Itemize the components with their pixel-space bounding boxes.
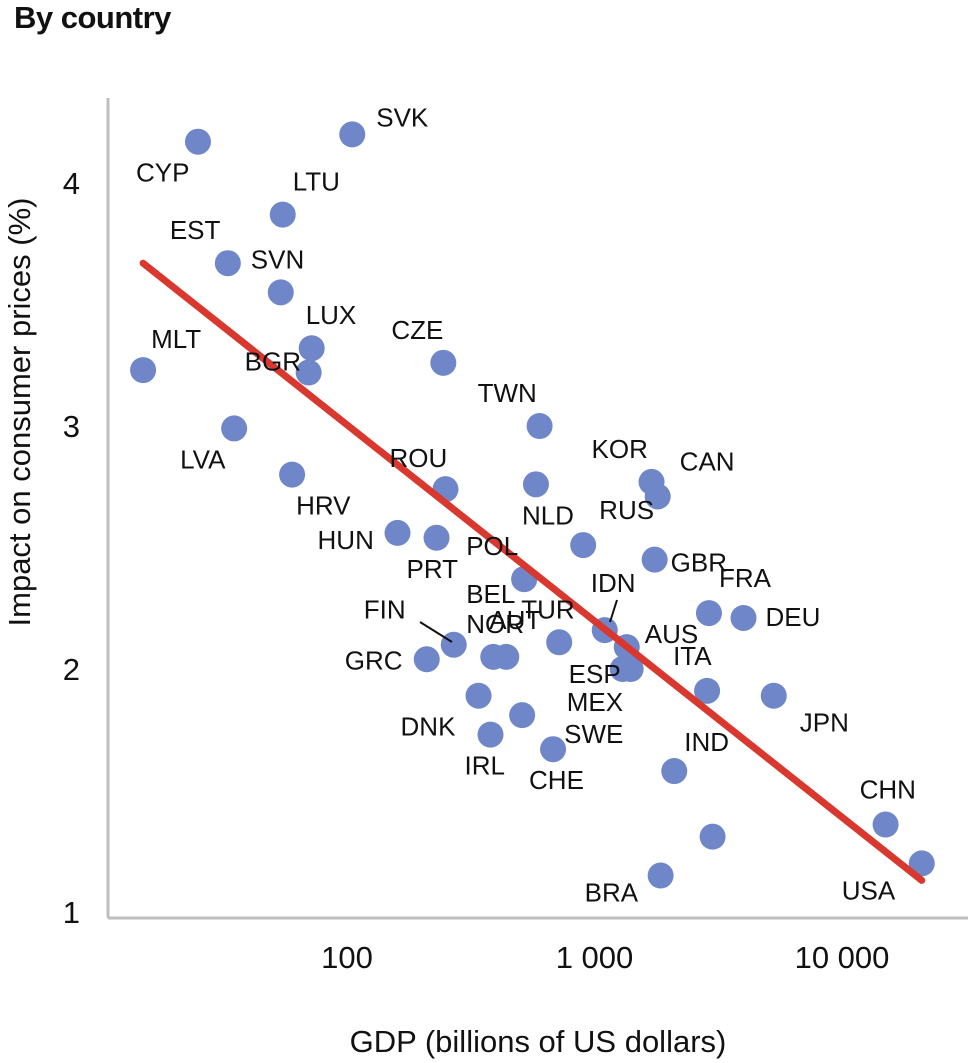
data-point-deu [730,604,757,631]
point-label-prt: PRT [407,554,459,584]
data-point-svk [339,121,366,148]
data-point-prt [423,524,450,551]
point-label-fra: FRA [719,563,772,593]
x-ticks: 100 1 000 10 000 [321,940,889,975]
data-point-chn [872,811,899,838]
point-label-dnk: DNK [401,712,457,742]
point-label-bgr: BGR [245,347,301,377]
data-point-mlt [130,357,157,384]
data-point-est [214,250,241,277]
data-point-ltu [269,201,296,228]
point-label-deu: DEU [766,602,821,632]
point-label-jpn: JPN [800,708,849,738]
data-point-lva [221,415,248,442]
point-label-irl: IRL [464,751,504,781]
point-label-tur: TUR [521,594,574,624]
x-tick-label-10000: 10 000 [795,940,890,975]
data-point-hrv [279,461,306,488]
point-label-lva: LVA [180,444,226,474]
data-point-bgr [295,359,322,386]
x-axis-label: GDP (billions of US dollars) [350,1024,727,1059]
data-point-hun [384,519,411,546]
y-tick-label-1: 1 [63,895,80,930]
chart-title: By country [14,0,171,35]
point-label-nld: NLD [522,500,574,530]
point-label-chn: CHN [860,775,916,805]
point-label-idn: IDN [591,568,636,598]
data-point-jpn [760,682,787,709]
point-label-rus: RUS [599,495,654,525]
data-point-cyp [184,128,211,155]
data-point-bra [647,862,674,889]
point-label-ita: ITA [673,641,712,671]
y-tick-label-3: 3 [63,409,80,444]
y-ticks: 1 2 3 4 [63,166,80,930]
point-label-kor: KOR [592,434,648,464]
data-point-grc [413,646,440,673]
data-point-can [644,483,671,510]
point-label-hun: HUN [318,525,374,555]
data-point-gbr [641,546,668,573]
data-point-twn [526,413,553,439]
y-tick-label-2: 2 [63,652,80,687]
point-label-cyp: CYP [136,158,189,188]
point-label-svn: SVN [251,244,304,274]
point-label-esp: ESP [569,659,621,689]
point-label-aut: AUT [489,605,541,635]
data-point-ind [661,758,688,785]
point-label-twn: TWN [478,378,537,408]
x-tick-label-100: 100 [321,940,373,975]
point-label-nor: NOR [466,609,524,639]
data-point-ita [694,677,721,704]
data-point-fra [695,600,722,627]
point-label-lux: LUX [306,300,357,330]
point-label-svk: SVK [376,102,429,132]
data-point-usa [908,850,935,877]
data-point-cze [430,349,457,376]
data-point-irl [477,721,504,748]
point-label-gbr: GBR [671,548,727,578]
x-tick-label-1000: 1 000 [556,940,634,975]
point-label-mex: MEX [567,687,623,717]
point-label-est: EST [170,215,221,245]
data-point-nld [522,471,549,498]
data-point-rus [570,532,597,559]
point-label-bra: BRA [585,878,639,908]
data-point-swe [509,702,536,729]
point-label-grc: GRC [345,645,403,675]
y-axis-label: Impact on consumer prices (%) [2,198,37,627]
point-label-bel: BEL [466,579,515,609]
data-point-aut [480,643,507,670]
data-points [130,121,935,889]
data-point-lux [298,335,325,362]
y-tick-label-4: 4 [63,166,80,201]
point-label-ind: IND [684,727,729,757]
point-label-fin: FIN [364,595,406,625]
point-label-aus: AUS [645,619,698,649]
data-point-tur [546,629,573,656]
data-point-unlabeled-43 [699,823,726,850]
point-label-mlt: MLT [151,324,201,354]
data-point-svn [267,279,294,306]
point-label-swe: SWE [564,719,623,749]
point-label-hrv: HRV [296,491,351,521]
data-point-fin [440,631,467,658]
trend-line [139,259,926,884]
point-label-che: CHE [529,765,584,795]
point-label-rou: ROU [389,443,447,473]
point-label-can: CAN [680,446,735,476]
fin-leader-line [419,621,453,643]
point-label-ltu: LTU [293,167,340,197]
data-point-dnk [465,682,492,709]
data-point-esp [617,656,644,682]
idn-leader-line [609,599,618,623]
data-point-che [540,736,567,763]
point-label-usa: USA [842,875,896,905]
point-label-pol: POL [466,531,518,561]
point-label-cze: CZE [391,315,443,345]
